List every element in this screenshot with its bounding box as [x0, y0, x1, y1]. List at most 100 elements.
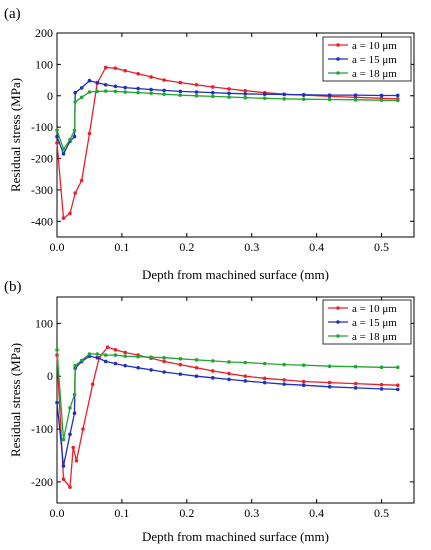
data-point	[353, 381, 358, 386]
series-line	[56, 90, 398, 151]
series-line	[56, 355, 398, 467]
data-point	[210, 369, 215, 373]
data-point	[227, 87, 231, 91]
data-point	[72, 134, 77, 139]
data-point	[282, 92, 286, 97]
data-point	[95, 80, 100, 85]
data-point	[55, 400, 59, 405]
data-point	[123, 350, 127, 355]
series-1	[55, 65, 400, 220]
data-point	[282, 378, 286, 382]
legend-label: a = 15 μm	[352, 54, 397, 66]
data-point	[194, 82, 199, 87]
data-point	[301, 383, 306, 388]
data-point	[227, 95, 231, 99]
x-axis-label: Depth from machined surface (mm)	[142, 529, 329, 544]
data-point	[262, 92, 267, 96]
data-point	[113, 361, 118, 366]
data-point	[103, 359, 108, 364]
data-point	[113, 84, 118, 89]
legend-label: a = 10 μm	[352, 40, 397, 52]
data-point	[90, 382, 95, 386]
data-point	[262, 361, 267, 366]
data-point	[87, 131, 92, 136]
data-point	[149, 87, 153, 92]
data-point	[61, 216, 66, 220]
data-point	[227, 91, 231, 96]
panel-label: (b)	[4, 279, 22, 295]
data-point	[162, 359, 166, 364]
data-point	[243, 379, 248, 383]
data-point	[243, 88, 248, 93]
data-point	[79, 86, 84, 90]
data-point	[395, 383, 400, 388]
data-point	[162, 92, 166, 96]
data-point	[227, 371, 231, 376]
data-point	[61, 147, 66, 151]
data-point	[379, 365, 384, 370]
x-tick-label: 0.3	[244, 506, 259, 520]
data-point	[149, 91, 153, 96]
data-point	[113, 348, 118, 352]
data-point	[136, 72, 140, 76]
legend-label: a = 10 μm	[352, 303, 397, 315]
data-point	[353, 93, 358, 97]
data-point	[95, 352, 100, 356]
data-point	[68, 137, 72, 142]
series-2	[55, 354, 400, 468]
data-point	[55, 128, 59, 133]
legend-marker	[336, 306, 340, 310]
data-point	[379, 98, 384, 102]
data-point	[87, 78, 92, 83]
x-tick-label: 0.4	[309, 240, 324, 254]
data-point	[149, 75, 153, 79]
legend-label: a = 15 μm	[352, 317, 397, 329]
data-point	[55, 141, 59, 145]
data-point	[243, 374, 248, 379]
data-point	[210, 359, 215, 363]
data-point	[103, 65, 108, 70]
data-point	[103, 82, 108, 87]
legend-marker	[336, 71, 340, 75]
data-point	[210, 90, 215, 95]
x-tick-label: 0.5	[374, 240, 389, 254]
data-point	[68, 432, 72, 437]
y-axis-label: Residual stress (MPa)	[8, 78, 23, 192]
data-point	[178, 362, 183, 367]
x-axis-label: Depth from machined surface (mm)	[142, 267, 329, 282]
data-point	[68, 406, 72, 410]
data-point	[61, 464, 66, 468]
data-point	[327, 364, 332, 368]
legend-label: a = 18 μm	[352, 331, 397, 343]
data-point	[262, 96, 267, 101]
data-point	[68, 485, 72, 489]
series-line	[56, 66, 398, 220]
data-point	[178, 357, 183, 361]
data-point	[149, 355, 153, 360]
data-point	[123, 363, 127, 368]
y-tick-label: -200	[31, 475, 53, 489]
data-point	[113, 89, 118, 94]
data-point	[162, 88, 166, 93]
data-point	[149, 368, 153, 372]
data-point	[194, 93, 199, 98]
data-point	[282, 362, 286, 367]
data-point	[136, 90, 140, 95]
legend-label: a = 18 μm	[352, 68, 397, 80]
legend: a = 10 μm a = 15 μm a = 18 μm	[322, 36, 412, 82]
data-point	[136, 354, 140, 359]
x-tick-label: 0.0	[50, 240, 65, 254]
legend-marker	[336, 320, 340, 324]
x-tick-label: 0.2	[179, 240, 194, 254]
data-point	[72, 411, 77, 416]
data-point	[301, 97, 306, 102]
data-point	[105, 345, 110, 349]
data-point	[282, 382, 286, 386]
data-point	[79, 178, 84, 183]
data-point	[162, 370, 166, 374]
x-tick-label: 0.2	[179, 506, 194, 520]
y-axis-label: Residual stress (MPa)	[8, 343, 23, 457]
data-point	[210, 85, 215, 89]
y-tick-label: -100	[31, 422, 53, 436]
